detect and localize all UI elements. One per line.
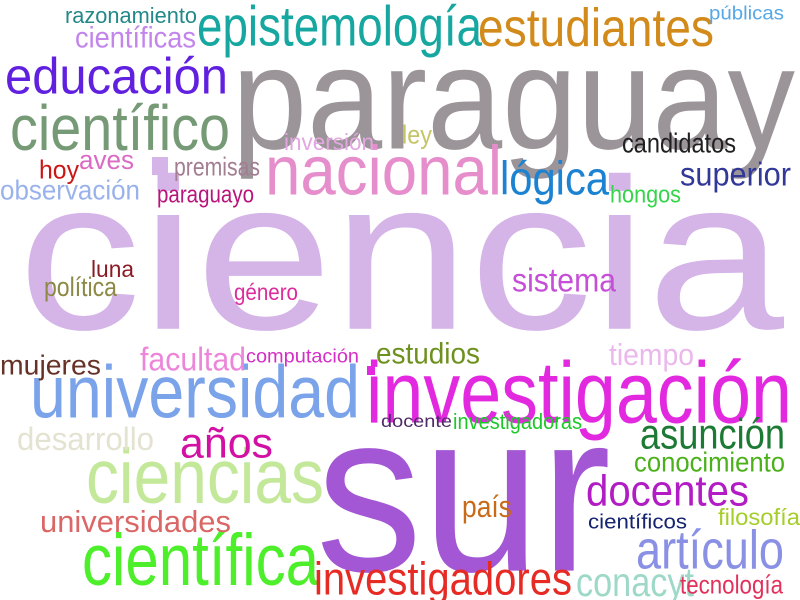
word-asuncion: asunción	[640, 410, 785, 458]
word-conacyt: conacyt	[576, 558, 695, 600]
word-inversion: inversión	[284, 128, 375, 156]
word-articulo: artículo	[636, 517, 784, 580]
word-sistema: sistema	[512, 261, 616, 299]
word-nacional: nacional	[265, 132, 503, 210]
word-epistemologia: epistemología	[197, 0, 483, 59]
word-ciencia: ciencia	[18, 135, 784, 376]
word-docente: docente	[381, 410, 453, 431]
word-mujeres: mujeres	[0, 350, 102, 382]
word-desarrollo: desarrollo	[17, 420, 154, 457]
word-logica: lógica	[500, 152, 610, 206]
decorative-square	[367, 366, 375, 375]
word-docentes: docentes	[586, 467, 750, 516]
word-paraguayo: paraguayo	[157, 180, 254, 209]
word-universidad: universidad	[30, 350, 360, 434]
word-tiempo: tiempo	[609, 337, 694, 372]
word-hoy: hoy	[39, 154, 80, 185]
word-genero: género	[234, 278, 298, 306]
word-publicas: públicas	[709, 2, 784, 24]
word-ley: ley	[402, 119, 433, 150]
word-tecnologia: tecnología	[680, 569, 783, 600]
word-computacion: computación	[246, 345, 359, 367]
word-premisas: premisas	[174, 151, 261, 182]
decorative-square	[152, 157, 168, 175]
word-aves: aves	[79, 144, 134, 175]
word-sur: sur	[316, 364, 612, 600]
word-conocimiento: conocimiento	[634, 447, 786, 479]
word-cientificos: científicos	[588, 511, 687, 534]
word-investigacion: investigación	[366, 342, 792, 441]
word-educacion: educación	[5, 48, 228, 106]
word-politica: política	[44, 271, 118, 302]
word-investigadoras: investigadoras	[453, 409, 583, 434]
word-filosofia: filosofía	[718, 503, 800, 531]
word-observacion: observación	[0, 175, 141, 207]
word-universidades: universidades	[40, 504, 231, 539]
word-razonamiento: razonamiento	[65, 3, 198, 28]
word-estudiantes: estudiantes	[478, 0, 714, 58]
word-facultad: facultad	[140, 340, 247, 378]
word-luna: luna	[91, 255, 135, 283]
word-superior: superior	[680, 155, 792, 193]
word-paraguay: paraguay	[232, 17, 795, 181]
word-anos: años	[180, 419, 273, 467]
word-investigadores: investigadores	[314, 552, 573, 600]
word-cientifica: científica	[82, 518, 320, 600]
word-estudios: estudios	[376, 338, 480, 371]
word-cientificas: científicas	[75, 22, 196, 55]
word-pais: país	[462, 489, 512, 524]
word-candidatos: candidatos	[622, 128, 737, 160]
word-ciencias: ciencias	[86, 433, 324, 520]
word-hongos: hongos	[610, 180, 681, 209]
word-cientifico: científico	[10, 91, 230, 164]
